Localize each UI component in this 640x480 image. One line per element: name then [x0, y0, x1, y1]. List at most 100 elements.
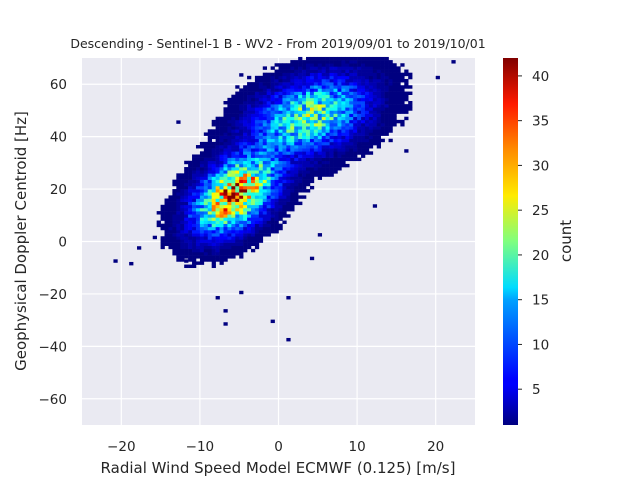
heatmap-cell: [274, 72, 279, 77]
heatmap-cell: [227, 242, 232, 246]
heatmap-cell: [290, 176, 295, 180]
heatmap-cell: [408, 85, 413, 89]
heatmap-cell: [160, 214, 165, 218]
heatmap-cell: [172, 201, 177, 206]
heatmap-cell: [302, 195, 307, 199]
heatmap-cell: [247, 245, 252, 250]
heatmap-cell: [329, 69, 334, 73]
heatmap-cell: [219, 145, 224, 149]
heatmap-cell: [247, 179, 252, 184]
heatmap-cell: [341, 91, 346, 95]
heatmap-cell: [243, 154, 248, 158]
heatmap-cell: [239, 195, 244, 199]
heatmap-cell: [215, 223, 220, 228]
heatmap-cell: [396, 107, 401, 111]
heatmap-cell: [270, 82, 275, 86]
heatmap-cell: [168, 211, 173, 215]
heatmap-cell: [270, 157, 275, 162]
heatmap-cell: [231, 110, 236, 114]
heatmap-cell: [302, 176, 307, 180]
heatmap-cell: [321, 60, 326, 64]
heatmap-cell: [227, 207, 232, 212]
heatmap-cell: [192, 233, 197, 237]
heatmap-cell: [184, 239, 189, 243]
heatmap-cell: [227, 182, 232, 187]
heatmap-cell: [368, 132, 374, 136]
heatmap-cell: [219, 198, 224, 202]
heatmap-cell: [368, 63, 374, 67]
heatmap-cell: [211, 195, 216, 199]
heatmap-cell: [199, 141, 205, 146]
heatmap-cell: [199, 195, 205, 199]
heatmap-cell: [333, 85, 338, 89]
heatmap-cell: [286, 182, 291, 187]
heatmap-cell: [239, 192, 244, 196]
heatmap-cell: [376, 78, 381, 83]
heatmap-cell: [376, 56, 381, 61]
heatmap-cell: [195, 220, 201, 224]
heatmap-cell: [337, 135, 342, 140]
heatmap-cell: [215, 160, 220, 165]
heatmap-cell: [243, 185, 248, 190]
heatmap-cell: [282, 170, 287, 174]
heatmap-cell: [274, 220, 279, 224]
heatmap-cell: [211, 141, 216, 146]
heatmap-cell: [290, 97, 295, 102]
heatmap-cell: [364, 135, 370, 140]
heatmap-cell: [258, 91, 264, 95]
heatmap-cell: [376, 145, 381, 149]
heatmap-cell: [137, 246, 142, 250]
heatmap-cell: [274, 100, 279, 105]
heatmap-cell: [215, 217, 220, 221]
heatmap-cell: [239, 138, 244, 143]
heatmap-cell: [231, 135, 236, 140]
heatmap-cell: [215, 185, 220, 190]
heatmap-cell: [270, 198, 275, 202]
heatmap-cell: [211, 189, 216, 193]
heatmap-cell: [376, 69, 381, 73]
heatmap-cell: [215, 236, 220, 240]
heatmap-cell: [380, 88, 385, 92]
heatmap-cell: [223, 226, 228, 231]
heatmap-cell: [203, 204, 209, 209]
heatmap-cell: [258, 148, 264, 152]
heatmap-cell: [247, 220, 252, 224]
heatmap-cell: [211, 239, 216, 243]
heatmap-cell: [392, 119, 397, 124]
heatmap-cell: [168, 207, 173, 212]
heatmap-cell: [243, 242, 248, 246]
heatmap-cell: [235, 233, 240, 237]
heatmap-cell: [317, 63, 323, 67]
heatmap-cell: [368, 66, 374, 70]
heatmap-cell: [380, 60, 385, 64]
heatmap-cell: [357, 135, 362, 140]
heatmap-cell: [361, 82, 366, 86]
heatmap-cell: [349, 100, 354, 105]
heatmap-cell: [329, 141, 334, 146]
heatmap-cell: [309, 179, 315, 184]
heatmap-cell: [239, 123, 244, 127]
heatmap-cell: [243, 132, 248, 136]
heatmap-cell: [282, 126, 287, 130]
heatmap-cell: [188, 242, 193, 246]
heatmap-cell: [345, 135, 350, 140]
heatmap-cell: [313, 135, 319, 140]
heatmap-cell: [357, 97, 362, 102]
heatmap-cell: [258, 85, 264, 89]
heatmap-cell: [250, 239, 256, 243]
heatmap-cell: [321, 145, 326, 149]
heatmap-cell: [400, 104, 405, 108]
heatmap-cell: [258, 201, 264, 206]
heatmap-cell: [294, 129, 299, 133]
heatmap-cell: [278, 207, 283, 212]
heatmap-cell: [376, 123, 381, 127]
heatmap-cell: [266, 192, 271, 196]
heatmap-cell: [235, 189, 240, 193]
heatmap-cell: [321, 82, 326, 86]
heatmap-cell: [368, 141, 374, 146]
heatmap-cell: [294, 69, 299, 73]
heatmap-cell: [353, 82, 358, 86]
heatmap-cell: [341, 119, 346, 124]
heatmap-cell: [337, 113, 342, 118]
heatmap-cell: [282, 116, 287, 121]
